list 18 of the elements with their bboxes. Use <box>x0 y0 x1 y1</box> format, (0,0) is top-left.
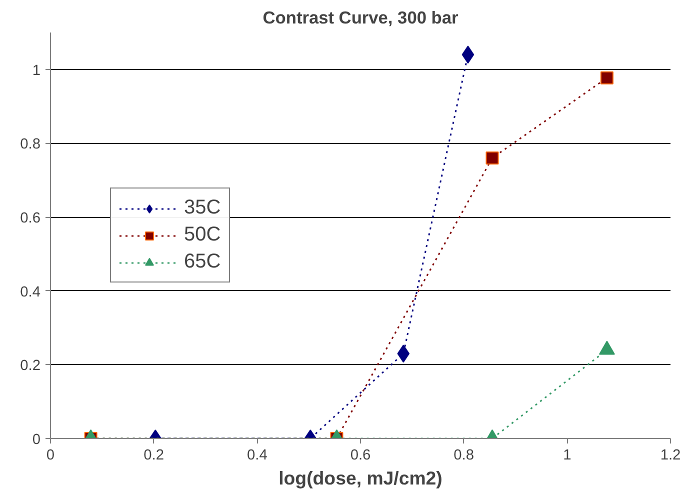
y-tick-label: 1 <box>32 62 41 79</box>
x-tick-label: 1 <box>563 448 572 464</box>
y-tick-label: 0.6 <box>20 210 40 227</box>
x-tick-label: 0.8 <box>454 448 474 464</box>
x-tick-label: 1.2 <box>660 448 681 464</box>
x-tick-label: 0.6 <box>350 448 371 464</box>
legend-label: 50C <box>184 224 221 246</box>
x-tick-label: 0.4 <box>246 448 268 464</box>
x-tick-label: 0.2 <box>144 448 164 464</box>
chart-title: Contrast Curve, 300 bar <box>262 8 458 28</box>
x-axis-title: log(dose, mJ/cm2) <box>278 468 442 488</box>
y-tick-label: 0.2 <box>20 358 40 374</box>
y-tick-label: 0.8 <box>20 136 40 153</box>
y-tick-label: 0 <box>32 432 41 448</box>
legend-label: 35C <box>184 196 221 220</box>
x-tick-label: 0 <box>46 448 55 464</box>
y-tick-label: 0.4 <box>20 284 40 300</box>
legend-label: 65C <box>184 250 221 274</box>
